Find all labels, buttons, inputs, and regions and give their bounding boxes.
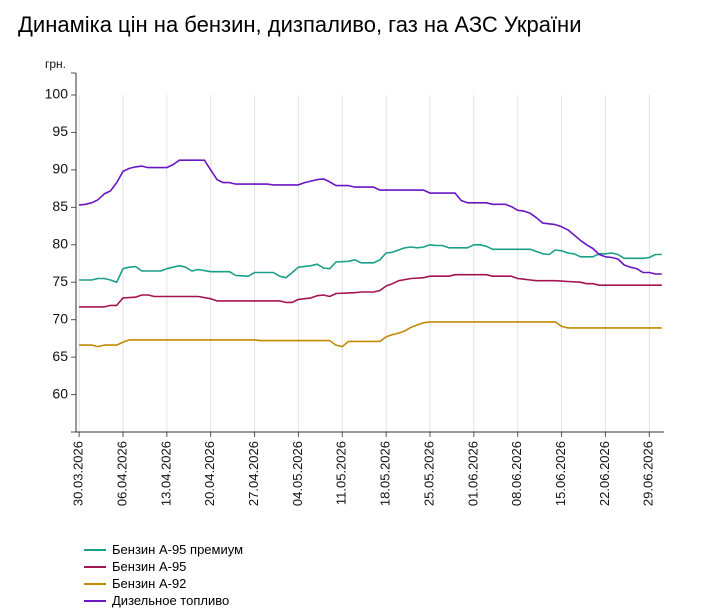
y-tick-label: 80 xyxy=(52,235,68,251)
chart-legend: Бензин А-95 премиум Бензин А-95 Бензин А-9… xyxy=(84,541,243,609)
x-tick-label: 30.03.2026 xyxy=(71,441,86,506)
y-tick-label: 65 xyxy=(52,348,68,364)
legend-item[interactable]: Дизельное топливо xyxy=(84,592,243,609)
legend-swatch xyxy=(84,582,106,585)
x-tick-label: 25.05.2026 xyxy=(421,441,436,506)
legend-swatch xyxy=(84,548,106,551)
legend-swatch xyxy=(84,565,106,568)
legend-label: Дизельное топливо xyxy=(112,593,230,608)
chart-title: Динаміка цін на бензин, дизпаливо, газ н… xyxy=(18,12,582,37)
x-tick-label: 06.04.2026 xyxy=(114,441,129,506)
x-tick-label: 01.06.2026 xyxy=(465,441,480,506)
y-tick-label: 70 xyxy=(52,310,68,326)
legend-label: Бензин А-95 премиум xyxy=(112,542,244,557)
y-tick-label: 100 xyxy=(45,86,69,102)
series-line-2 xyxy=(79,273,662,308)
y-tick-label: 60 xyxy=(52,385,68,401)
y-axis-label: грн. xyxy=(45,57,66,71)
x-tick-label: 15.06.2026 xyxy=(553,441,568,506)
series-line-1 xyxy=(79,244,662,284)
x-tick-label: 22.06.2026 xyxy=(597,441,612,506)
y-tick-label: 90 xyxy=(52,161,68,177)
legend-label: Бензин А-95 xyxy=(112,559,187,574)
x-tick-label: 29.06.2026 xyxy=(641,441,656,506)
x-tick-label: 11.05.2026 xyxy=(334,441,349,505)
x-tick-label: 20.04.2026 xyxy=(202,441,217,506)
legend-item[interactable]: Бензин А-95 xyxy=(84,558,243,575)
legend-item[interactable]: Бензин А-95 премиум xyxy=(84,541,243,558)
y-tick-label: 85 xyxy=(52,198,68,214)
x-tick-label: 27.04.2026 xyxy=(246,441,261,506)
legend-item[interactable]: Бензин А-92 xyxy=(84,575,243,592)
y-tick-label: 75 xyxy=(52,273,68,289)
y-tick-label: 95 xyxy=(52,123,68,139)
x-tick-label: 18.05.2026 xyxy=(378,441,393,506)
series-line-4 xyxy=(78,159,662,275)
x-tick-label: 04.05.2026 xyxy=(290,441,305,506)
x-tick-label: 13.04.2026 xyxy=(158,441,173,506)
legend-label: Бензин А-92 xyxy=(112,576,187,591)
series-line-3 xyxy=(79,321,662,348)
legend-swatch xyxy=(84,599,106,602)
x-tick-label: 08.06.2026 xyxy=(509,441,524,506)
